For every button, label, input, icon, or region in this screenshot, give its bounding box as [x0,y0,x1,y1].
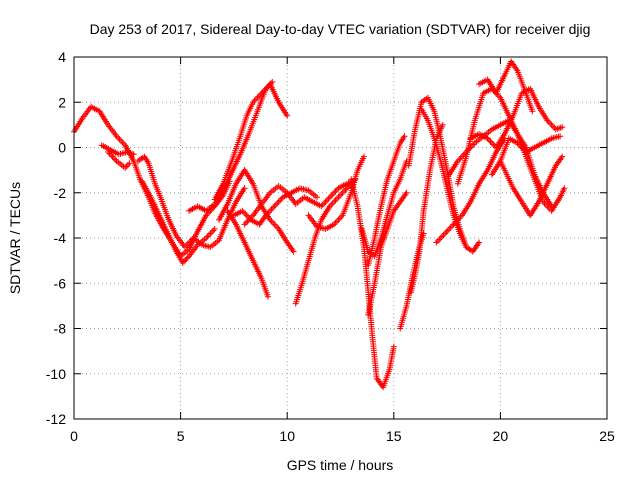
data-point-markers [105,149,133,171]
x-tick-label: 20 [493,428,509,444]
data-series [488,133,564,178]
plot-frame [73,56,608,420]
x-tick-label: 5 [177,428,185,444]
data-point-markers [98,142,137,158]
y-tick-label: -6 [54,275,67,291]
data-point-markers [433,135,508,246]
data-point-markers [467,85,566,151]
data-series [224,207,271,300]
data-series [186,78,276,214]
data-series [433,135,508,246]
y-tick-label: 2 [58,94,66,110]
data-point-markers [358,158,410,260]
data-point-markers [365,133,408,269]
data-point-markers [216,167,297,255]
y-tick-label: -8 [54,321,67,337]
x-tick-label: 25 [599,428,615,444]
data-point-markers [211,81,291,203]
data-series [139,178,218,266]
data-point-markers [488,133,564,178]
data-series [211,81,291,203]
y-tick-label: -2 [54,185,67,201]
y-tick-label: 0 [58,140,66,156]
data-series [358,158,410,260]
axis-ticks [73,56,608,420]
x-tick-labels: 0 5 10 15 20 25 [70,428,615,444]
y-tick-label: -12 [46,411,66,427]
chart-title: Day 253 of 2017, Sidereal Day-to-day VTE… [90,21,591,37]
data-series [418,106,470,251]
data-series [305,153,367,232]
y-axis-label: SDTVAR / TECUs [7,182,23,294]
data-point-markers [135,153,248,251]
data-points [71,58,568,391]
y-tick-label: -4 [54,230,67,246]
data-series [467,85,566,151]
y-tick-label: 4 [58,49,66,65]
data-series [105,149,133,171]
data-point-markers [418,106,470,251]
data-series [397,230,427,332]
data-point-markers [348,176,397,391]
x-tick-label: 0 [70,428,78,444]
data-point-markers [365,189,410,318]
data-point-markers [497,153,566,219]
data-point-markers [476,58,536,115]
data-series [216,167,297,255]
data-series [454,85,568,214]
data-series [135,153,248,251]
y-tick-labels: -12 -10 -8 -6 -4 -2 0 2 4 [46,49,66,427]
y-tick-label: -10 [46,366,66,382]
data-point-markers [241,178,357,228]
data-point-markers [186,78,276,214]
data-point-markers [139,178,218,266]
data-series [348,176,397,391]
x-tick-label: 10 [279,428,295,444]
data-series [476,58,536,115]
x-axis-label: GPS time / hours [287,457,394,473]
data-series [98,142,137,158]
data-series [230,185,320,228]
data-series [365,189,410,318]
data-series [241,178,357,228]
data-point-markers [230,185,320,228]
data-series [497,153,566,219]
data-point-markers [397,230,427,332]
data-point-markers [224,207,271,300]
data-series [365,133,408,269]
x-tick-label: 15 [386,428,402,444]
grid-lines [74,57,607,419]
data-point-markers [305,153,367,232]
data-point-markers [454,85,568,214]
